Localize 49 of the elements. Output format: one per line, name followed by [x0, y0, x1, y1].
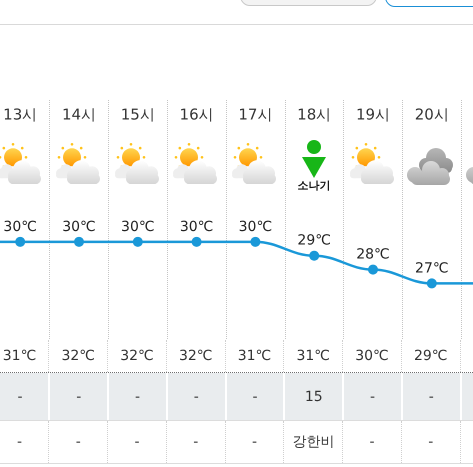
text: -	[193, 434, 198, 450]
text: -	[370, 388, 376, 404]
data-label: 27℃	[414, 260, 448, 276]
point	[368, 264, 378, 275]
data-label: 30℃	[3, 218, 37, 235]
point	[309, 250, 320, 261]
x-tick-label: 18시	[297, 106, 332, 124]
data-label: 28℃	[356, 246, 390, 263]
text: 30℃	[355, 348, 389, 364]
data-label: 30℃	[180, 218, 214, 235]
text: 29℃	[414, 348, 448, 364]
text: 15	[304, 388, 323, 404]
data-label: 29℃	[297, 232, 331, 249]
text: -	[369, 434, 375, 450]
text: -	[17, 434, 22, 450]
text: 32℃	[61, 348, 96, 364]
x-tick-label: 17시	[238, 106, 272, 124]
text: -	[428, 388, 434, 404]
x-tick-label: 14시	[62, 106, 96, 124]
text: 31℃	[296, 348, 330, 364]
text: 소나기	[297, 179, 330, 192]
x-tick-label: 16시	[179, 106, 214, 124]
point	[132, 236, 143, 247]
text: -	[18, 388, 23, 404]
text: -	[252, 388, 258, 404]
text: 31℃	[2, 348, 36, 364]
text: -	[134, 388, 140, 404]
text: -	[134, 434, 140, 450]
x-tick-label: 15시	[120, 106, 155, 124]
data-label: 30℃	[238, 218, 272, 235]
text: 32℃	[120, 348, 154, 364]
text: 31℃	[238, 348, 272, 364]
data-label: 30℃	[120, 218, 154, 235]
text: -	[428, 434, 434, 450]
point	[426, 278, 437, 288]
x-tick-label: 20시	[414, 106, 449, 124]
x-tick-label: 13시	[3, 106, 38, 124]
data-label: 30℃	[62, 218, 96, 235]
text: -	[252, 434, 258, 450]
text: 강한비	[292, 434, 334, 450]
point	[15, 236, 26, 247]
point	[74, 236, 84, 247]
text: -	[194, 388, 199, 404]
point	[192, 236, 202, 247]
text: -	[76, 434, 81, 450]
text: -	[76, 388, 82, 404]
text: 32℃	[178, 348, 213, 364]
x-tick-label: 19시	[356, 106, 390, 124]
point	[250, 236, 260, 247]
